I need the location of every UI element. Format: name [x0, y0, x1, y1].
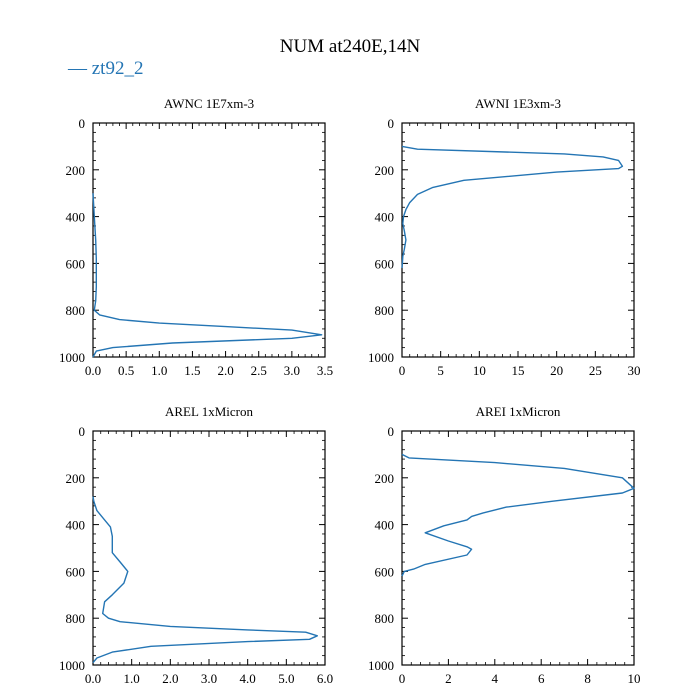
x-tick-label: 0.5 — [118, 363, 134, 378]
subplot-title: AWNI 1E3xm-3 — [475, 96, 561, 111]
x-tick-label: 20 — [550, 363, 563, 378]
x-tick-label: 25 — [589, 363, 602, 378]
y-tick-label: 200 — [66, 163, 86, 178]
subplot-title: AREL 1xMicron — [165, 404, 253, 419]
x-tick-label: 10 — [473, 363, 486, 378]
x-tick-label: 5.0 — [278, 671, 294, 686]
x-tick-label: 8 — [584, 671, 591, 686]
x-tick-label: 1.0 — [124, 671, 140, 686]
plot-frame — [92, 122, 326, 358]
y-tick-label: 0 — [79, 424, 86, 439]
x-tick-label: 6.0 — [317, 671, 333, 686]
y-tick-label: 1000 — [368, 658, 394, 673]
x-tick-label: 1.0 — [151, 363, 167, 378]
x-tick-label: 2.5 — [251, 363, 267, 378]
y-tick-label: 200 — [66, 471, 86, 486]
y-tick-label: 400 — [66, 518, 86, 533]
x-tick-label: 3.5 — [317, 363, 333, 378]
x-tick-label: 5 — [437, 363, 444, 378]
legend-entry: — zt92_2 — [68, 58, 144, 79]
y-tick-label: 400 — [66, 210, 86, 225]
x-tick-label: 15 — [512, 363, 525, 378]
x-tick-label: 0 — [399, 363, 406, 378]
y-tick-label: 600 — [66, 564, 86, 579]
y-tick-label: 800 — [66, 303, 86, 318]
x-tick-label: 0 — [399, 671, 406, 686]
subplot-title: AWNC 1E7xm-3 — [164, 96, 254, 111]
series-line — [92, 496, 318, 664]
subplot-title: AREI 1xMicron — [476, 404, 561, 419]
y-tick-label: 600 — [375, 256, 395, 271]
series-line — [92, 193, 323, 358]
y-tick-label: 1000 — [59, 658, 85, 673]
y-tick-label: 0 — [388, 424, 395, 439]
y-tick-label: 800 — [375, 611, 395, 626]
y-tick-label: 800 — [66, 611, 86, 626]
y-tick-label: 200 — [375, 471, 395, 486]
y-tick-label: 1000 — [59, 350, 85, 365]
y-tick-label: 400 — [375, 518, 395, 533]
x-tick-label: 3.0 — [201, 671, 217, 686]
x-tick-label: 2.0 — [217, 363, 233, 378]
y-tick-label: 1000 — [368, 350, 394, 365]
figure-title: NUM at240E,14N — [279, 36, 421, 57]
y-tick-label: 200 — [375, 163, 395, 178]
x-tick-label: 2 — [445, 671, 452, 686]
series-line — [401, 453, 635, 577]
y-tick-label: 600 — [375, 564, 395, 579]
y-tick-label: 0 — [79, 116, 86, 131]
y-tick-label: 600 — [66, 256, 86, 271]
x-tick-label: 30 — [628, 363, 641, 378]
x-tick-label: 2.0 — [162, 671, 178, 686]
x-tick-label: 4 — [492, 671, 499, 686]
x-tick-label: 0.0 — [85, 671, 101, 686]
plot-frame — [401, 430, 635, 666]
series-line — [401, 145, 624, 269]
x-tick-label: 3.0 — [284, 363, 300, 378]
x-tick-label: 4.0 — [240, 671, 256, 686]
y-tick-label: 800 — [375, 303, 395, 318]
x-tick-label: 10 — [628, 671, 641, 686]
x-tick-label: 0.0 — [85, 363, 101, 378]
y-tick-label: 0 — [388, 116, 395, 131]
y-tick-label: 400 — [375, 210, 395, 225]
x-tick-label: 1.5 — [184, 363, 200, 378]
x-tick-label: 6 — [538, 671, 545, 686]
